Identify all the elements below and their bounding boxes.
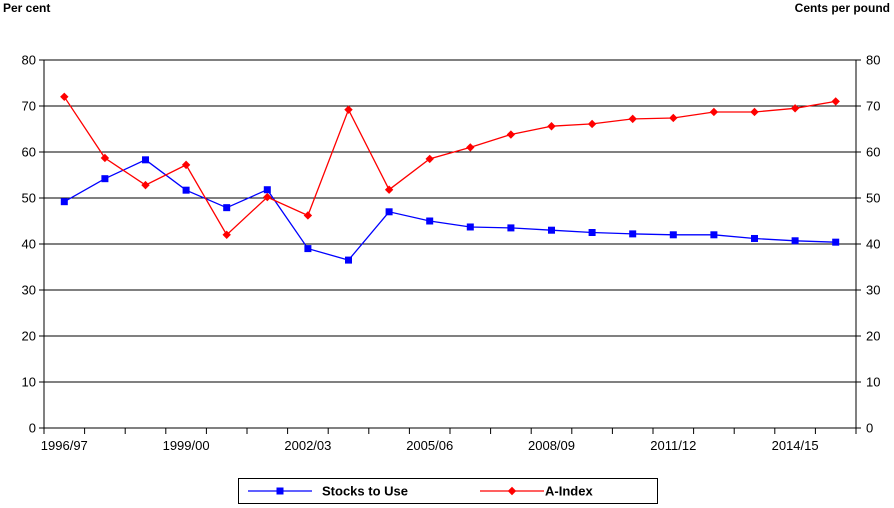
data-point-stocks-to-use-1997/98 [101, 175, 109, 183]
series-layer [60, 92, 840, 264]
data-point-a-index-2009/10 [587, 119, 597, 129]
data-point-stocks-to-use-2005/06 [426, 217, 434, 225]
data-point-a-index-2005/06 [425, 154, 434, 164]
x-tick-label-2008/09: 2008/09 [528, 438, 575, 453]
legend-label-stocks-to-use: Stocks to Use [322, 484, 408, 499]
left-tick-label-50: 50 [22, 191, 36, 206]
data-point-a-index-2015/16 [831, 97, 840, 106]
data-point-stocks-to-use-2011/12 [669, 231, 677, 239]
data-point-a-index-2002/03 [303, 211, 313, 220]
data-point-stocks-to-use-1996/97 [60, 198, 68, 206]
right-axis-unit-label: Cents per pound [794, 1, 890, 15]
data-point-stocks-to-use-2001/02 [263, 186, 271, 194]
data-point-stocks-to-use-2007/08 [507, 224, 515, 232]
data-point-a-index-1997/98 [100, 153, 110, 163]
data-point-a-index-2006/07 [466, 143, 475, 152]
legend-marker-a-index [507, 486, 517, 496]
data-point-stocks-to-use-2003/04 [345, 256, 352, 264]
data-point-stocks-to-use-1999/00 [182, 186, 190, 194]
series-a-index [60, 92, 840, 239]
data-point-a-index-1998/99 [141, 180, 150, 190]
series-line-a-index [63, 96, 836, 236]
left-tick-label-70: 70 [22, 99, 36, 114]
data-point-stocks-to-use-2012/13 [710, 231, 718, 239]
data-point-stocks-to-use-2006/07 [466, 223, 474, 231]
left-tick-label-80: 80 [22, 53, 36, 68]
data-point-stocks-to-use-2008/09 [548, 226, 555, 234]
data-point-a-index-2007/08 [506, 130, 516, 139]
right-tick-label-10: 10 [866, 375, 880, 390]
data-point-a-index-2003/04 [344, 105, 353, 114]
right-tick-label-60: 60 [866, 145, 880, 160]
left-axis-unit-label: Per cent [3, 1, 51, 15]
data-point-a-index-2000/01 [222, 230, 231, 239]
right-y-axis-ticks: 0 10 20 30 40 50 60 70 80 [856, 53, 880, 436]
series-line-stocks-to-use [63, 159, 836, 261]
data-point-stocks-to-use-2010/11 [629, 230, 637, 238]
data-point-a-index-2014/15 [790, 104, 800, 113]
data-point-a-index-2012/13 [709, 107, 719, 117]
data-point-stocks-to-use-2013/14 [751, 234, 758, 242]
x-tick-label-2014/15: 2014/15 [772, 438, 819, 453]
legend-marker-stocks-to-use [276, 487, 284, 495]
data-point-stocks-to-use-2002/03 [304, 245, 312, 253]
data-point-stocks-to-use-2009/10 [588, 229, 596, 236]
data-point-a-index-2004/05 [384, 185, 394, 194]
x-tick-label-1996/97: 1996/97 [41, 438, 88, 453]
x-tick-label-1999/00: 1999/00 [163, 438, 210, 453]
x-tick-label-2005/06: 2005/06 [406, 438, 453, 453]
data-point-a-index-2008/09 [547, 122, 556, 131]
data-point-a-index-1999/00 [181, 160, 191, 170]
left-tick-label-30: 30 [22, 283, 36, 298]
left-y-axis-ticks: 0 10 20 30 40 50 60 70 80 [22, 53, 44, 436]
data-point-a-index-2013/14 [750, 107, 759, 117]
data-point-stocks-to-use-2004/05 [385, 208, 393, 216]
data-point-a-index-1996/97 [60, 92, 69, 101]
right-tick-label-40: 40 [866, 237, 880, 252]
legend: Stocks to Use A-Index [238, 478, 658, 504]
right-tick-label-30: 30 [866, 283, 880, 298]
data-point-stocks-to-use-2014/15 [791, 237, 799, 245]
left-tick-label-10: 10 [22, 375, 36, 390]
left-tick-label-0: 0 [29, 421, 36, 436]
gridlines [44, 59, 856, 383]
x-axis-ticks: 1996/97 1999/00 2002/03 2005/06 2008/09 2011/… [41, 428, 857, 453]
right-tick-label-70: 70 [866, 99, 880, 114]
data-point-a-index-2011/12 [669, 113, 678, 123]
series-stocks-to-use [60, 156, 840, 264]
legend-label-a-index: A-Index [545, 484, 593, 499]
left-tick-label-40: 40 [22, 237, 36, 252]
x-tick-label-2002/03: 2002/03 [284, 438, 331, 453]
left-tick-label-60: 60 [22, 145, 36, 160]
data-point-stocks-to-use-1998/99 [142, 156, 149, 164]
right-tick-label-80: 80 [866, 53, 880, 68]
data-point-stocks-to-use-2000/01 [223, 204, 231, 212]
right-tick-label-0: 0 [866, 421, 873, 436]
right-tick-label-50: 50 [866, 191, 880, 206]
right-tick-label-20: 20 [866, 329, 880, 344]
left-tick-label-20: 20 [22, 329, 36, 344]
data-point-a-index-2001/02 [263, 192, 272, 202]
data-point-stocks-to-use-2015/16 [832, 238, 840, 246]
x-tick-label-2011/12: 2011/12 [650, 438, 696, 453]
data-point-a-index-2010/11 [628, 114, 637, 124]
